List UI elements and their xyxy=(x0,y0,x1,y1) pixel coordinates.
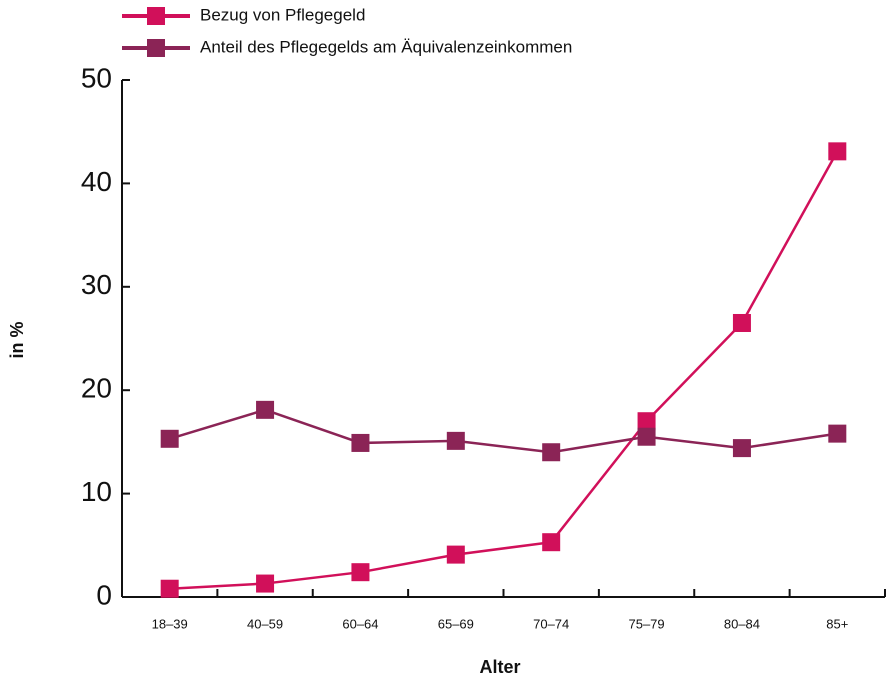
marker xyxy=(828,142,847,161)
x-tick-label: 80–84 xyxy=(724,616,760,631)
marker xyxy=(256,400,275,419)
marker xyxy=(732,439,751,458)
legend-label: Bezug von Pflegegeld xyxy=(200,5,365,24)
marker xyxy=(637,427,656,446)
marker xyxy=(637,412,656,431)
y-tick-label: 30 xyxy=(81,269,112,300)
marker xyxy=(351,563,370,582)
marker xyxy=(351,433,370,452)
marker xyxy=(732,313,751,332)
marker xyxy=(542,533,561,552)
marker xyxy=(446,431,465,450)
line xyxy=(169,408,838,454)
marker xyxy=(446,545,465,564)
x-tick-label: 60–64 xyxy=(342,616,378,631)
x-tick-label: 85+ xyxy=(826,616,848,631)
marker xyxy=(256,574,275,593)
y-tick-label: 20 xyxy=(81,373,112,404)
y-tick-label: 50 xyxy=(81,62,112,93)
x-tick-label: 40–59 xyxy=(247,616,283,631)
legend-marker xyxy=(147,39,165,57)
marker xyxy=(542,443,561,462)
x-tick-label: 18–39 xyxy=(152,616,188,631)
x-axis-title: Alter xyxy=(479,657,520,677)
marker xyxy=(828,424,847,443)
line xyxy=(169,150,839,590)
y-axis-title: in % xyxy=(7,321,27,358)
marker xyxy=(160,579,179,598)
x-tick-label: 75–79 xyxy=(628,616,664,631)
y-tick-label: 10 xyxy=(81,476,112,507)
y-tick-label: 0 xyxy=(96,579,112,610)
y-tick-label: 40 xyxy=(81,166,112,197)
marker xyxy=(160,429,179,448)
x-tick-label: 65–69 xyxy=(438,616,474,631)
legend-marker xyxy=(147,7,165,25)
legend-label: Anteil des Pflegegelds am Äquivalenzeink… xyxy=(200,37,572,56)
x-tick-label: 70–74 xyxy=(533,616,569,631)
